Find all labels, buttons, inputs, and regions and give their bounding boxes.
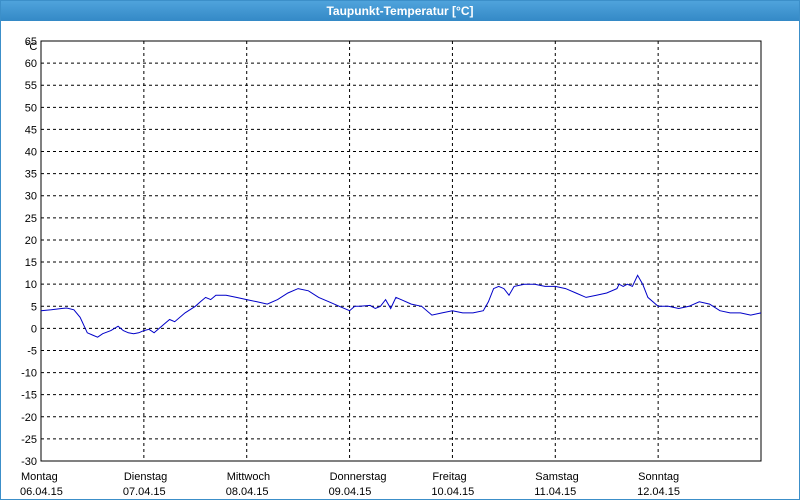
chart-title-bar: Taupunkt-Temperatur [°C] [1,1,799,21]
x-tick-day-label: Donnerstag [330,471,387,483]
y-tick-label: 35 [25,169,37,181]
x-tick-date-label: 07.04.15 [123,486,166,498]
x-tick-day-label: Montag [21,471,58,483]
x-tick-date-label: 12.04.15 [637,486,680,498]
y-tick-label: 50 [25,102,37,114]
x-tick-day-label: Sonntag [638,471,679,483]
y-tick-label: 45 [25,124,37,136]
y-tick-label: -10 [21,368,37,380]
y-tick-label: 15 [25,257,37,269]
x-tick-date-label: 08.04.15 [226,486,269,498]
x-tick-day-label: Samstag [535,471,578,483]
x-tick-date-label: 06.04.15 [20,486,63,498]
y-tick-label: 55 [25,80,37,92]
y-tick-label: 10 [25,279,37,291]
y-axis-unit-label: °C [25,41,37,53]
y-tick-label: 25 [25,213,37,225]
x-tick-day-label: Dienstag [124,471,167,483]
y-tick-label: 5 [31,301,37,313]
x-tick-day-label: Freitag [432,471,466,483]
y-tick-label: 40 [25,147,37,159]
y-tick-label: -30 [21,456,37,468]
series-line-dew-point [40,274,762,338]
y-tick-label: -20 [21,412,37,424]
y-tick-label: -15 [21,390,37,402]
y-tick-label: 0 [31,323,37,335]
y-tick-label: -5 [27,345,37,357]
x-tick-date-label: 09.04.15 [329,486,372,498]
x-tick-date-label: 10.04.15 [431,486,474,498]
y-tick-label: 60 [25,58,37,70]
y-tick-label: -25 [21,434,37,446]
y-tick-label: 30 [25,191,37,203]
plot-area-frame [40,40,762,462]
x-tick-day-label: Mittwoch [227,471,270,483]
chart-title: Taupunkt-Temperatur [°C] [326,4,474,18]
y-tick-label: 20 [25,235,37,247]
x-tick-date-label: 11.04.15 [534,486,576,498]
y-tick-label: 65 [25,36,37,48]
